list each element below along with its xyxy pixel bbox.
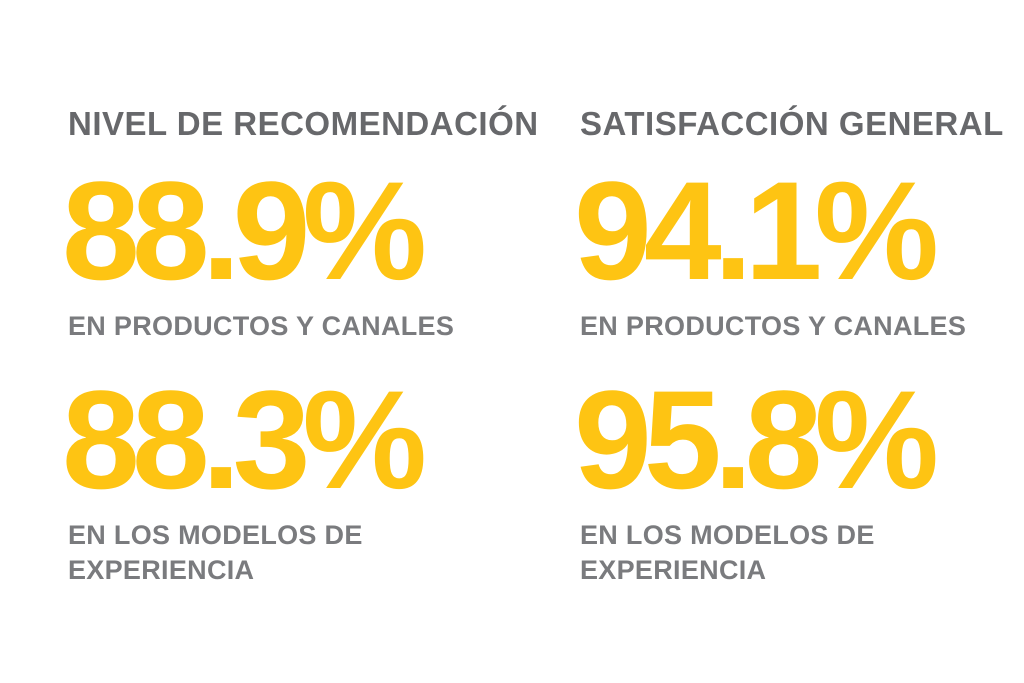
percent-sign: % [302, 152, 427, 309]
stat-label: EN LOS MODELOS DE EXPERIENCIA [68, 520, 363, 585]
stat-value: 95.8% [574, 370, 1024, 510]
stat-label: EN LOS MODELOS DE EXPERIENCIA [580, 520, 875, 585]
stat-value: 88.9% [62, 161, 516, 301]
stat-number: 95.8 [574, 361, 823, 519]
stat-block: 95.8% EN LOS MODELOS DE EXPERIENCIA [574, 370, 1024, 587]
stat-value: 94.1% [574, 161, 1024, 301]
stat-block: 88.3% EN LOS MODELOS DE EXPERIENCIA [62, 370, 516, 587]
stat-block: 94.1% EN PRODUCTOS Y CANALES [574, 161, 1024, 343]
stat-label: EN PRODUCTOS Y CANALES [68, 310, 455, 341]
column-title: NIVEL DE RECOMENDACIÓN [68, 105, 539, 142]
stat-number: 88.3 [62, 361, 311, 519]
stat-value: 88.3% [62, 370, 516, 510]
percent-sign: % [302, 361, 427, 519]
percent-sign: % [814, 152, 939, 309]
stat-number: 88.9 [62, 152, 311, 309]
column-title: SATISFACCIÓN GENERAL [580, 105, 1004, 142]
stat-label: EN PRODUCTOS Y CANALES [580, 310, 967, 341]
stat-block: 88.9% EN PRODUCTOS Y CANALES [62, 161, 516, 343]
column-nivel-de-recomendacion: NIVEL DE RECOMENDACIÓN 88.9% EN PRODUCTO… [62, 105, 539, 587]
column-satisfaccion-general: SATISFACCIÓN GENERAL 94.1% EN PRODUCTOS … [574, 105, 1024, 587]
stat-number: 94.1 [574, 152, 823, 309]
percent-sign: % [814, 361, 939, 519]
